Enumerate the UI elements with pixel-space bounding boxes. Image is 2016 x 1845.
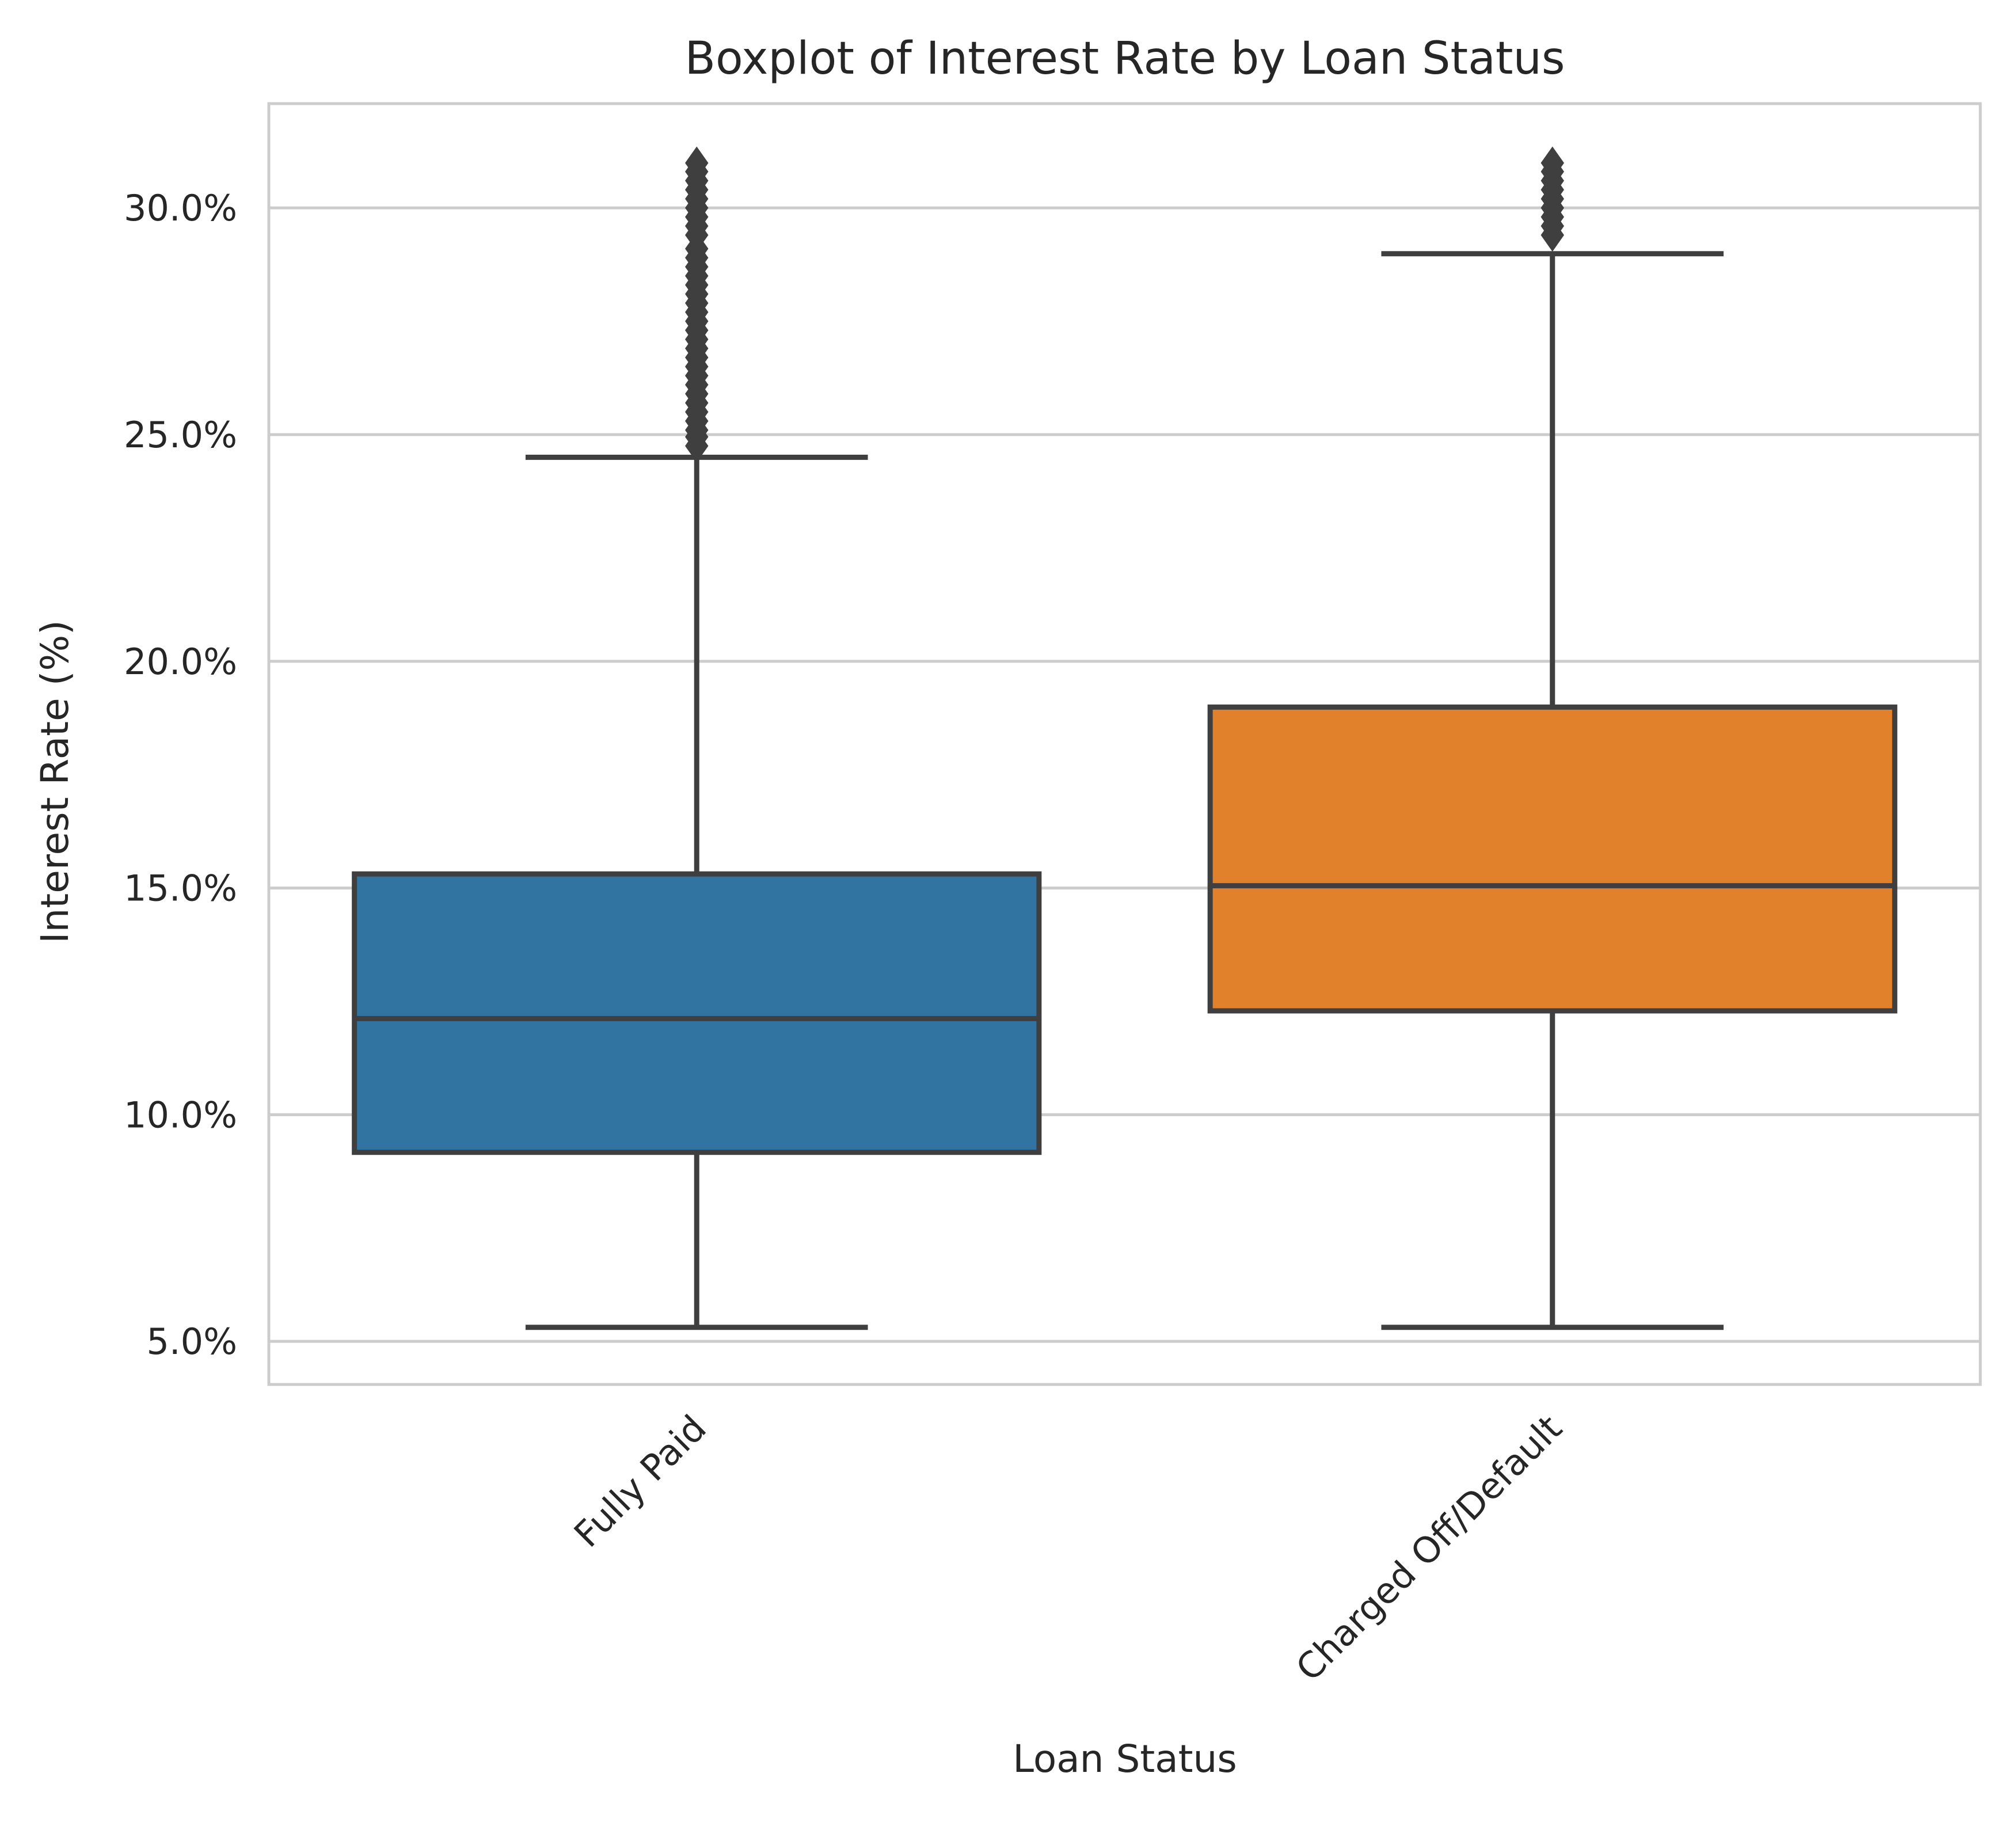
outlier-point: [1540, 146, 1564, 180]
y-axis-label: Interest Rate (%): [33, 620, 77, 944]
boxes: [352, 146, 1897, 1330]
x-axis-label: Loan Status: [1013, 1737, 1237, 1781]
y-tick-label: 5.0%: [146, 1321, 237, 1363]
y-tick-label: 30.0%: [124, 187, 237, 229]
box-iqr: [1207, 704, 1897, 1014]
box-iqr: [352, 871, 1042, 1155]
y-tick-labels: 5.0% 10.0% 15.0% 20.0% 25.0% 30.0%: [124, 187, 237, 1363]
chart-title: Boxplot of Interest Rate by Loan Status: [684, 33, 1565, 85]
box-group: [1207, 146, 1897, 1330]
outlier-point: [685, 146, 709, 180]
y-tick-label: 20.0%: [124, 641, 237, 683]
plot-frame: [267, 102, 1982, 1386]
y-tick-label: 25.0%: [124, 414, 237, 456]
y-tick-label: 10.0%: [124, 1094, 237, 1136]
y-tick-label: 15.0%: [124, 868, 237, 910]
box-group: [352, 146, 1042, 1330]
